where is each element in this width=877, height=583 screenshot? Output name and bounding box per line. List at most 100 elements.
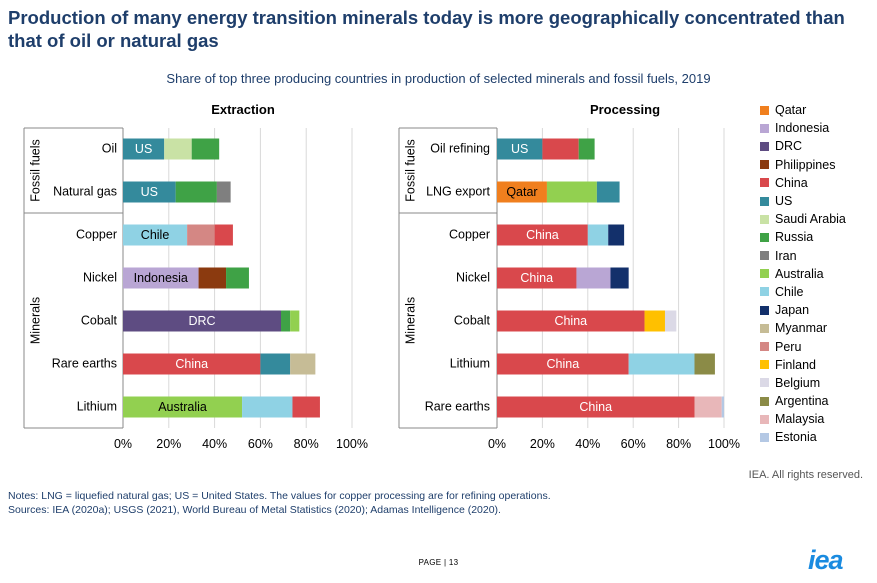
- legend-swatch: [760, 269, 769, 279]
- bar-segment: [292, 396, 320, 418]
- legend-swatch: [760, 305, 769, 315]
- legend-label: Peru: [775, 339, 802, 354]
- legend-label: Belgium: [775, 375, 821, 390]
- legend-swatch: [760, 196, 769, 206]
- legend-label: Russia: [775, 230, 814, 245]
- legend-swatch: [760, 214, 769, 224]
- legend-item: Chile: [760, 283, 875, 301]
- legend-item: Argentina: [760, 392, 875, 410]
- category-label: Natural gas: [53, 184, 117, 198]
- legend-swatch: [760, 360, 769, 370]
- bar-segment: [721, 396, 724, 418]
- legend-swatch: [760, 396, 769, 406]
- bar-segment: [546, 181, 597, 203]
- bar-data-label: DRC: [188, 314, 215, 328]
- bar-data-label: China: [554, 314, 587, 328]
- rights-notice: IEA. All rights reserved.: [748, 469, 863, 481]
- bar-data-label: US: [511, 142, 528, 156]
- bar-segment: [497, 138, 543, 160]
- category-label: Rare earths: [425, 399, 490, 413]
- legend-label: Malaysia: [775, 412, 825, 427]
- legend-label: DRC: [775, 139, 803, 154]
- legend-label: Estonia: [775, 430, 817, 445]
- category-label: Lithium: [450, 356, 490, 370]
- bar-segment: [290, 310, 300, 332]
- x-tick-label: 80%: [666, 437, 691, 451]
- bar-data-label: Chile: [141, 228, 170, 242]
- bar-segment: [497, 396, 695, 418]
- bar-data-label: China: [526, 228, 559, 242]
- notes-line: Notes: LNG = liquefied natural gas; US =…: [8, 490, 551, 502]
- legend-label: China: [775, 175, 808, 190]
- legend-swatch: [760, 141, 769, 151]
- bar-data-label: US: [135, 142, 152, 156]
- bar-segment: [610, 267, 629, 289]
- legend-item: Indonesia: [760, 119, 875, 137]
- legend-item: DRC: [760, 137, 875, 155]
- legend-label: Saudi Arabia: [775, 212, 846, 227]
- bar-segment: [123, 353, 261, 375]
- panel-title: Extraction: [211, 102, 275, 117]
- bar-segment: [175, 181, 217, 203]
- bar-data-label: Australia: [158, 400, 207, 414]
- bar-segment: [694, 353, 715, 375]
- chart-title: Production of many energy transition min…: [8, 7, 845, 51]
- legend-item: Australia: [760, 265, 875, 283]
- legend-item: Qatar: [760, 101, 875, 119]
- legend-label: Chile: [775, 284, 804, 299]
- x-tick-label: 20%: [530, 437, 555, 451]
- bar-segment: [123, 224, 188, 246]
- bar-segment: [542, 138, 579, 160]
- legend-label: Japan: [775, 303, 810, 318]
- bar-segment: [587, 224, 609, 246]
- legend-swatch: [760, 378, 769, 388]
- bar-segment: [628, 353, 695, 375]
- legend-swatch: [760, 251, 769, 261]
- legend-label: Argentina: [775, 394, 829, 409]
- legend-item: Japan: [760, 301, 875, 319]
- bar-segment: [694, 396, 722, 418]
- legend-item: Saudi Arabia: [760, 210, 875, 228]
- notes-block: Notes: LNG = liquefied natural gas; US =…: [8, 489, 551, 517]
- x-tick-label: 60%: [621, 437, 646, 451]
- bar-data-label: China: [579, 400, 612, 414]
- legend-label: Qatar: [775, 103, 807, 118]
- iea-logo: iea: [808, 545, 844, 575]
- group-label: Fossil fuels: [28, 139, 42, 202]
- legend-item: Malaysia: [760, 410, 875, 428]
- group-label: Minerals: [403, 297, 417, 344]
- legend-label: Finland: [775, 357, 816, 372]
- legend-swatch: [760, 160, 769, 170]
- bar-data-label: China: [520, 271, 553, 285]
- bar-segment: [497, 310, 645, 332]
- x-tick-label: 0%: [488, 437, 506, 451]
- category-label: Copper: [449, 227, 490, 241]
- bar-segment: [226, 267, 249, 289]
- group-label: Fossil fuels: [403, 139, 417, 202]
- bar-segment: [608, 224, 625, 246]
- legend-item: Iran: [760, 247, 875, 265]
- legend-item: Finland: [760, 356, 875, 374]
- legend-item: Philippines: [760, 156, 875, 174]
- bar-segment: [242, 396, 293, 418]
- bar-segment: [214, 224, 233, 246]
- bar-segment: [123, 267, 199, 289]
- x-tick-label: 100%: [336, 437, 368, 451]
- bar-segment: [497, 181, 547, 203]
- category-label: LNG export: [426, 184, 490, 198]
- legend-label: Myanmar: [775, 321, 828, 336]
- bar-data-label: China: [546, 357, 579, 371]
- bar-data-label: US: [141, 185, 158, 199]
- category-label: Oil: [102, 141, 117, 155]
- page-separator: |: [443, 558, 447, 567]
- category-label: Oil refining: [430, 141, 490, 155]
- category-label: Cobalt: [454, 313, 491, 327]
- legend-swatch: [760, 414, 769, 424]
- bar-segment: [123, 396, 243, 418]
- category-label: Copper: [76, 227, 117, 241]
- bar-segment: [290, 353, 316, 375]
- bar-segment: [644, 310, 665, 332]
- x-tick-label: 0%: [114, 437, 132, 451]
- bar-data-label: Indonesia: [134, 271, 188, 285]
